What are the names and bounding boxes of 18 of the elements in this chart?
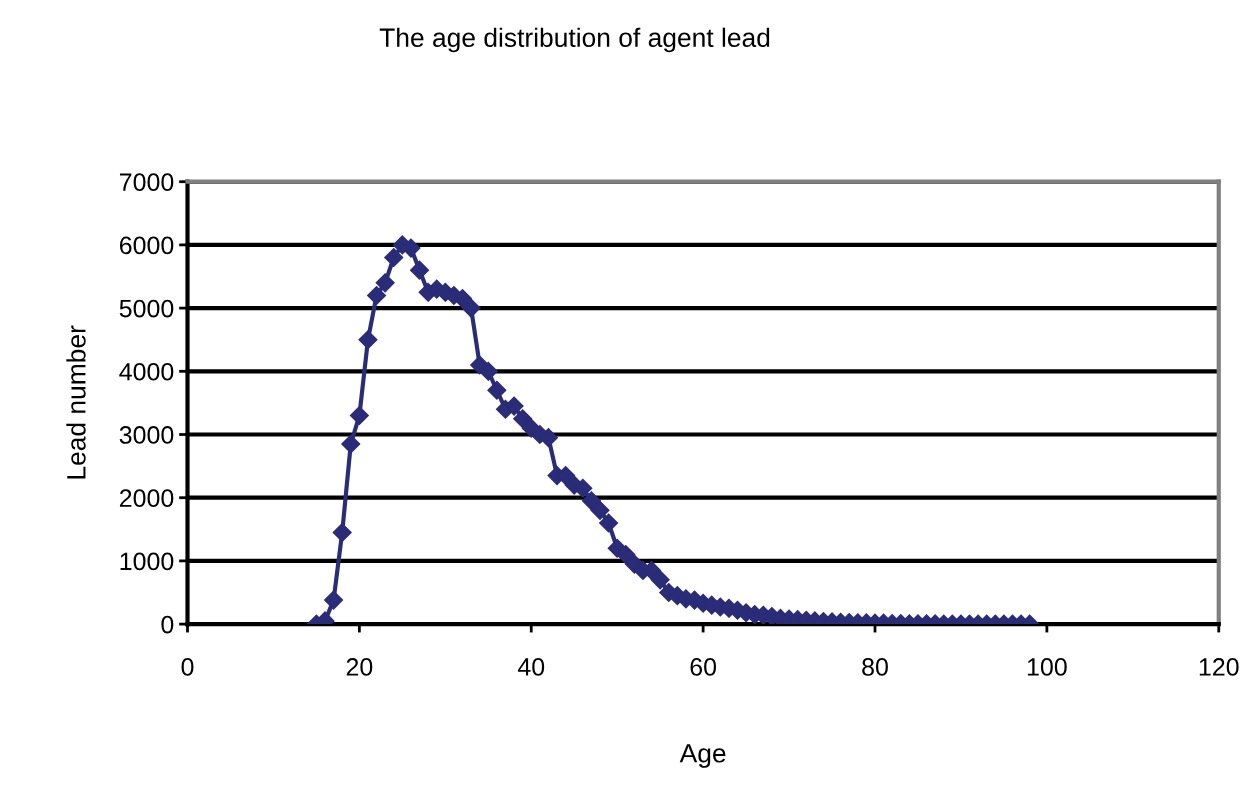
x-tick-label: 60 [690, 658, 717, 676]
x-tick-label: 100 [1027, 658, 1067, 676]
y-axis-title: Lead number [66, 325, 86, 479]
y-tick-label: 6000 [119, 236, 174, 255]
y-tick-label: 1000 [120, 552, 174, 571]
x-tick-label: 40 [517, 658, 545, 676]
x-tick-label: 0 [181, 658, 194, 676]
y-tick-label: 0 [161, 615, 174, 634]
x-tick-label: 80 [862, 658, 888, 676]
y-tick-label: 3000 [119, 426, 174, 444]
x-tick-label: 120 [1199, 658, 1239, 676]
y-tick-label: 2000 [119, 489, 174, 507]
chart-title: The age distribution of agent lead [379, 27, 770, 53]
y-tick-label: 5000 [119, 299, 174, 318]
y-tick-label: 4000 [119, 362, 174, 381]
x-tick-label: 20 [346, 658, 373, 676]
x-axis-title: Age [679, 744, 726, 768]
y-tick-label: 7000 [119, 173, 174, 191]
